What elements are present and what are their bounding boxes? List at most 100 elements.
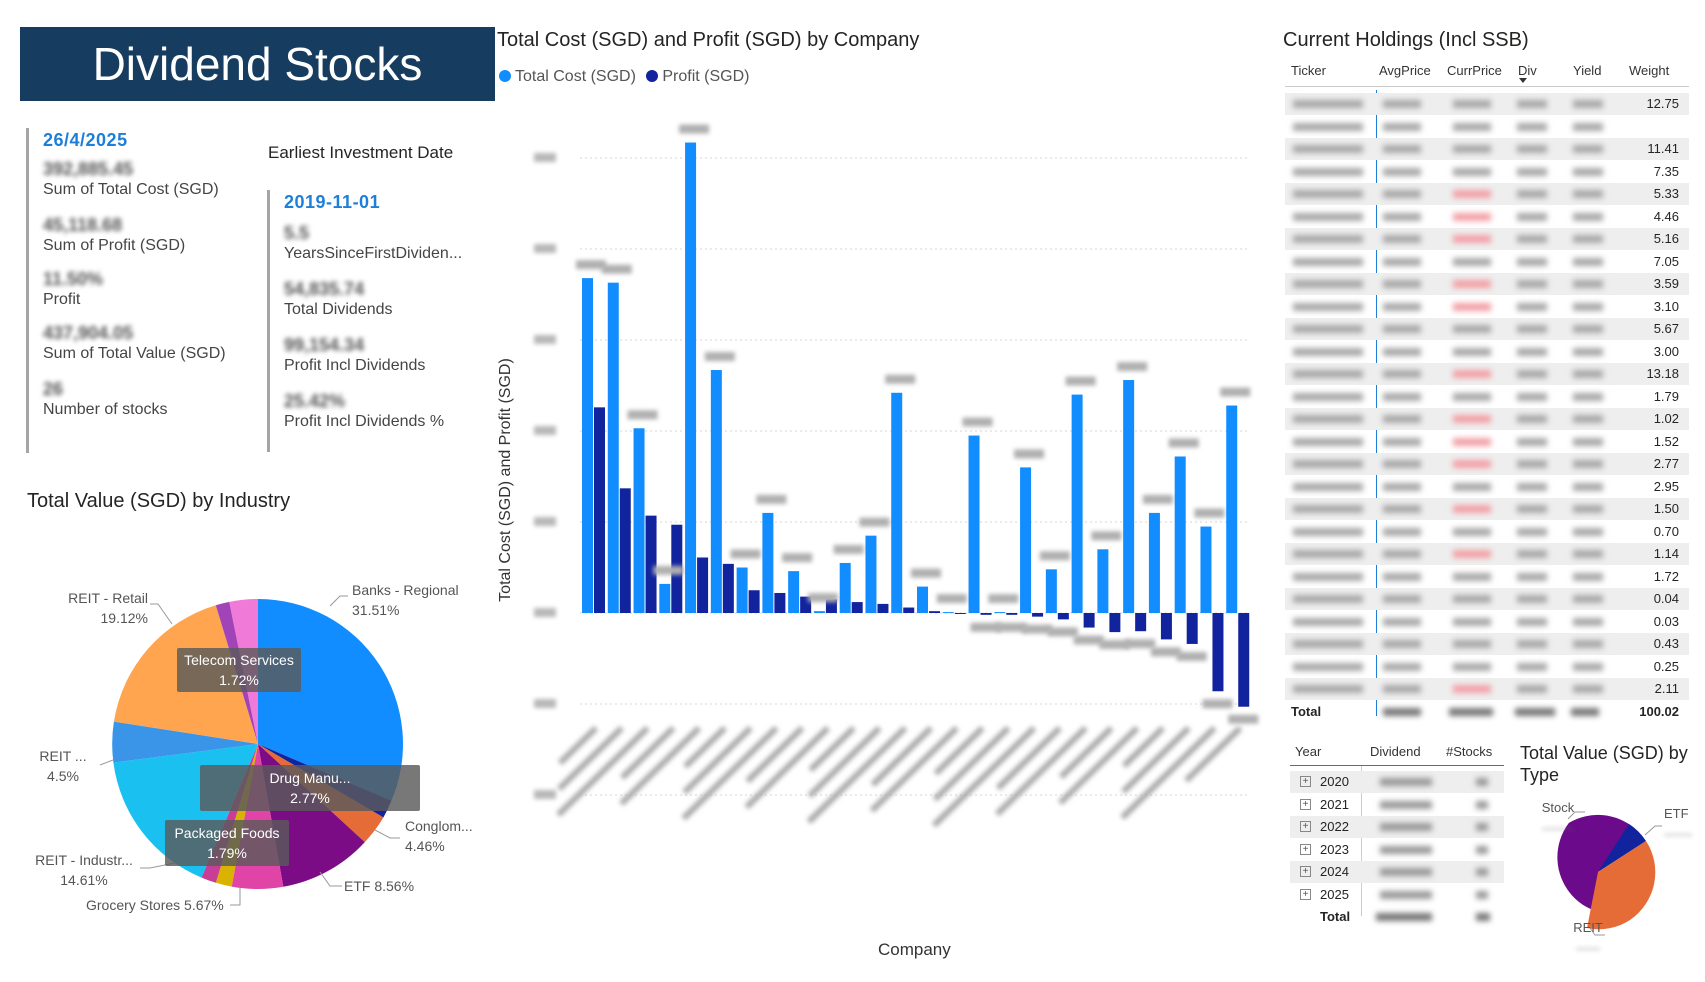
expand-plus-icon[interactable]: + — [1300, 821, 1311, 832]
bar-total-cost[interactable] — [1174, 456, 1186, 613]
header-ticker[interactable]: Ticker — [1291, 63, 1326, 78]
header-currprice[interactable]: CurrPrice — [1447, 63, 1502, 78]
holdings-row[interactable]: 11.41 — [1285, 138, 1689, 160]
holdings-row[interactable]: 0.03 — [1285, 611, 1689, 633]
bar-profit[interactable] — [825, 599, 837, 613]
bar-profit[interactable] — [929, 611, 940, 613]
pie-slice-reit-other[interactable] — [112, 721, 259, 763]
holdings-row[interactable] — [1285, 116, 1689, 138]
bar-profit[interactable] — [1057, 613, 1069, 620]
dividend-year-row[interactable]: +2024 — [1290, 861, 1504, 883]
bar-profit[interactable] — [903, 607, 915, 613]
bar-profit[interactable] — [619, 488, 631, 613]
bar-total-cost[interactable] — [1071, 394, 1083, 613]
dividend-year-row[interactable]: +2023 — [1290, 839, 1504, 861]
expand-plus-icon[interactable]: + — [1300, 843, 1311, 855]
dividend-year-row[interactable]: +2022 — [1290, 816, 1504, 838]
holdings-row[interactable]: 3.10 — [1285, 296, 1689, 318]
bar-total-cost[interactable] — [917, 586, 928, 613]
holdings-row[interactable]: 0.70 — [1285, 521, 1689, 543]
bar-profit[interactable] — [851, 602, 863, 613]
bar-profit[interactable] — [1212, 613, 1224, 692]
header-yield[interactable]: Yield — [1573, 63, 1602, 78]
bar-profit[interactable] — [1032, 613, 1044, 617]
bar-total-cost[interactable] — [659, 583, 671, 613]
holdings-row[interactable]: 5.33 — [1285, 183, 1689, 205]
bar-total-cost[interactable] — [813, 611, 825, 613]
holdings-row[interactable]: 0.25 — [1285, 656, 1689, 678]
bar-profit[interactable] — [1186, 613, 1198, 644]
type-slice-etf[interactable] — [1598, 824, 1646, 872]
holdings-row[interactable]: 13.18 — [1285, 363, 1689, 385]
bar-total-cost[interactable] — [685, 142, 697, 613]
expand-plus-icon[interactable]: + — [1300, 798, 1311, 810]
holdings-row[interactable]: 1.02 — [1285, 408, 1689, 430]
holdings-row[interactable]: 1.52 — [1285, 431, 1689, 453]
bar-chart-plot[interactable] — [520, 110, 1270, 890]
bar-total-cost[interactable] — [710, 370, 722, 613]
holdings-row[interactable]: 3.59 — [1285, 273, 1689, 295]
expand-plus-icon[interactable]: + — [1300, 776, 1311, 787]
bar-profit[interactable] — [954, 613, 966, 614]
holdings-row[interactable]: 4.46 — [1285, 206, 1689, 228]
sort-desc-icon[interactable] — [1519, 78, 1527, 83]
type-slice-reit[interactable] — [1587, 841, 1656, 930]
bar-profit[interactable] — [594, 407, 605, 613]
bar-total-cost[interactable] — [891, 392, 903, 613]
type-pie-chart[interactable] — [1510, 795, 1705, 945]
holdings-row[interactable]: 5.67 — [1285, 318, 1689, 340]
header-div[interactable]: Div — [1518, 63, 1537, 78]
expand-plus-icon[interactable]: + — [1300, 888, 1311, 900]
holdings-row[interactable]: 1.79 — [1285, 386, 1689, 408]
holdings-row[interactable]: 0.43 — [1285, 633, 1689, 655]
bar-total-cost[interactable] — [1226, 405, 1238, 613]
bar-profit[interactable] — [1238, 613, 1250, 707]
holdings-row[interactable]: 1.14 — [1285, 543, 1689, 565]
bar-total-cost[interactable] — [865, 535, 877, 613]
bar-total-cost[interactable] — [1200, 526, 1212, 613]
bar-profit[interactable] — [980, 613, 992, 615]
bar-total-cost[interactable] — [788, 571, 800, 613]
header-avgprice[interactable]: AvgPrice — [1379, 63, 1431, 78]
bar-total-cost[interactable] — [1097, 549, 1109, 613]
bar-total-cost[interactable] — [1020, 467, 1032, 613]
holdings-row[interactable]: 7.35 — [1285, 161, 1689, 183]
bar-total-cost[interactable] — [968, 435, 980, 613]
holdings-row[interactable]: 0.04 — [1285, 588, 1689, 610]
bar-total-cost[interactable] — [1045, 569, 1057, 613]
holdings-row[interactable]: 2.95 — [1285, 476, 1689, 498]
legend-item-profit[interactable]: Profit (SGD) — [646, 68, 750, 85]
dividend-year-row[interactable]: +2021 — [1290, 794, 1504, 816]
holdings-row[interactable]: 5.16 — [1285, 228, 1689, 250]
header-weight[interactable]: Weight — [1629, 63, 1670, 78]
header-stocks[interactable]: #Stocks — [1446, 744, 1493, 759]
bar-total-cost[interactable] — [1148, 512, 1160, 613]
holdings-row[interactable]: 1.50 — [1285, 498, 1689, 520]
holdings-row[interactable]: 2.11 — [1285, 678, 1689, 700]
bar-profit[interactable] — [1160, 613, 1172, 640]
bar-profit[interactable] — [800, 596, 812, 613]
holdings-row[interactable]: 1.72 — [1285, 566, 1689, 588]
bar-total-cost[interactable] — [839, 562, 851, 613]
bar-profit[interactable] — [748, 590, 760, 613]
holdings-row[interactable]: 7.05 — [1285, 251, 1689, 273]
bar-total-cost[interactable] — [942, 612, 954, 614]
bar-profit[interactable] — [722, 563, 734, 613]
bar-profit[interactable] — [697, 557, 709, 613]
bar-total-cost[interactable] — [607, 282, 619, 613]
holdings-row[interactable]: 2.77 — [1285, 453, 1689, 475]
bar-total-cost[interactable] — [633, 428, 645, 613]
bar-profit[interactable] — [1135, 613, 1147, 632]
legend-item-cost[interactable]: Total Cost (SGD) — [499, 68, 636, 85]
holdings-row[interactable]: 12.75 — [1285, 93, 1689, 115]
bar-total-cost[interactable] — [1123, 380, 1135, 613]
header-dividend[interactable]: Dividend — [1370, 744, 1421, 759]
bar-profit[interactable] — [645, 515, 657, 613]
dividend-year-row[interactable]: +2025 — [1290, 884, 1504, 906]
bar-profit[interactable] — [774, 592, 786, 613]
bar-profit[interactable] — [1109, 613, 1121, 633]
bar-profit[interactable] — [1006, 613, 1018, 615]
bar-profit[interactable] — [1083, 613, 1095, 628]
header-year[interactable]: Year — [1295, 744, 1322, 759]
bar-total-cost[interactable] — [736, 567, 748, 614]
